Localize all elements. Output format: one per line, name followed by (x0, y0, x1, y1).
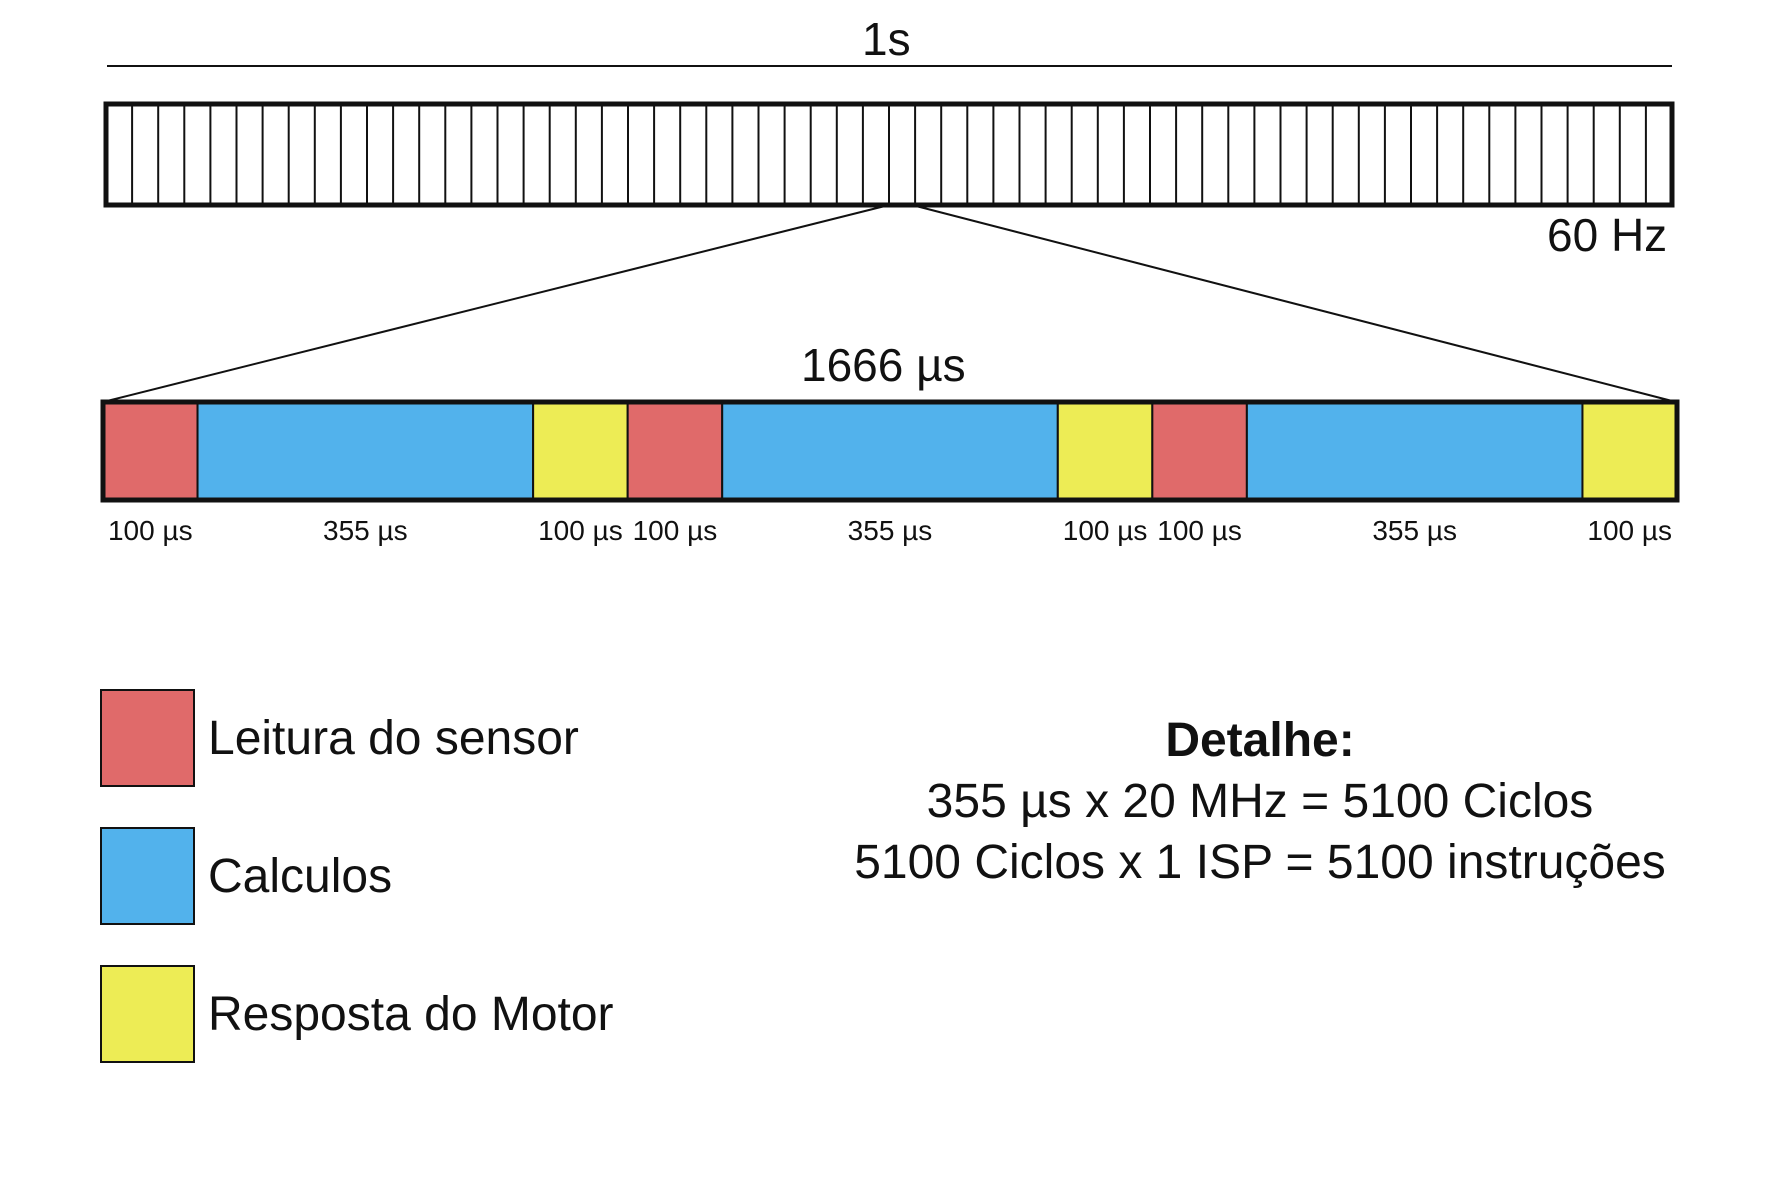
legend-label-motor: Resposta do Motor (208, 988, 614, 1041)
one-second-label: 1s (862, 13, 911, 65)
frame-segment-calc (1245, 401, 1584, 501)
detail-title: Detalhe: (1165, 714, 1355, 767)
frame-segment-motor (532, 401, 629, 501)
legend-label-sensor: Leitura do sensor (208, 712, 579, 765)
segment-duration-label: 100 µs (1587, 515, 1673, 546)
segment-duration-label: 100 µs (1157, 515, 1242, 546)
detail-box: Detalhe: 355 µs x 20 MHz = 5100 Ciclos 5… (830, 710, 1690, 893)
legend-swatch-calculos (100, 827, 195, 925)
segment-duration-label: 355 µs (847, 515, 933, 546)
segment-duration-label: 100 µs (107, 515, 193, 546)
frame-segment-motor (1056, 401, 1154, 501)
frame-segment-sensor (1151, 401, 1248, 501)
segment-duration-label: 355 µs (1372, 515, 1457, 546)
legend-label-calculos: Calculos (208, 850, 393, 903)
frame-segment-motor (1581, 401, 1678, 501)
frame-segment-calc (721, 401, 1059, 501)
sixty-hz-slot-group (131, 104, 1647, 205)
sixty-hz-label: 60 Hz (1547, 209, 1668, 261)
frame-segment-group (102, 401, 1678, 501)
frame-segment-sensor (102, 401, 199, 501)
detail-line-1: 355 µs x 20 MHz = 5100 Ciclos (926, 775, 1594, 828)
segment-duration-label: 100 µs (632, 515, 718, 546)
zoom-line-left (102, 205, 886, 403)
frame-segment-sensor (626, 401, 724, 501)
segment-duration-label: 100 µs (538, 515, 623, 546)
frame-duration-label: 1666 µs (801, 339, 966, 391)
zoom-line-right (915, 205, 1677, 403)
segment-duration-label: 355 µs (323, 515, 408, 546)
legend-swatch-sensor (100, 689, 195, 787)
frame-segment-calc (196, 401, 535, 501)
legend-swatch-motor (100, 965, 195, 1063)
detail-line-2: 5100 Ciclos x 1 ISP = 5100 instruções (854, 836, 1666, 889)
segment-duration-label: 100 µs (1062, 515, 1148, 546)
sixty-hz-bar (103, 101, 1675, 208)
frame-bar-outline (100, 399, 1680, 503)
